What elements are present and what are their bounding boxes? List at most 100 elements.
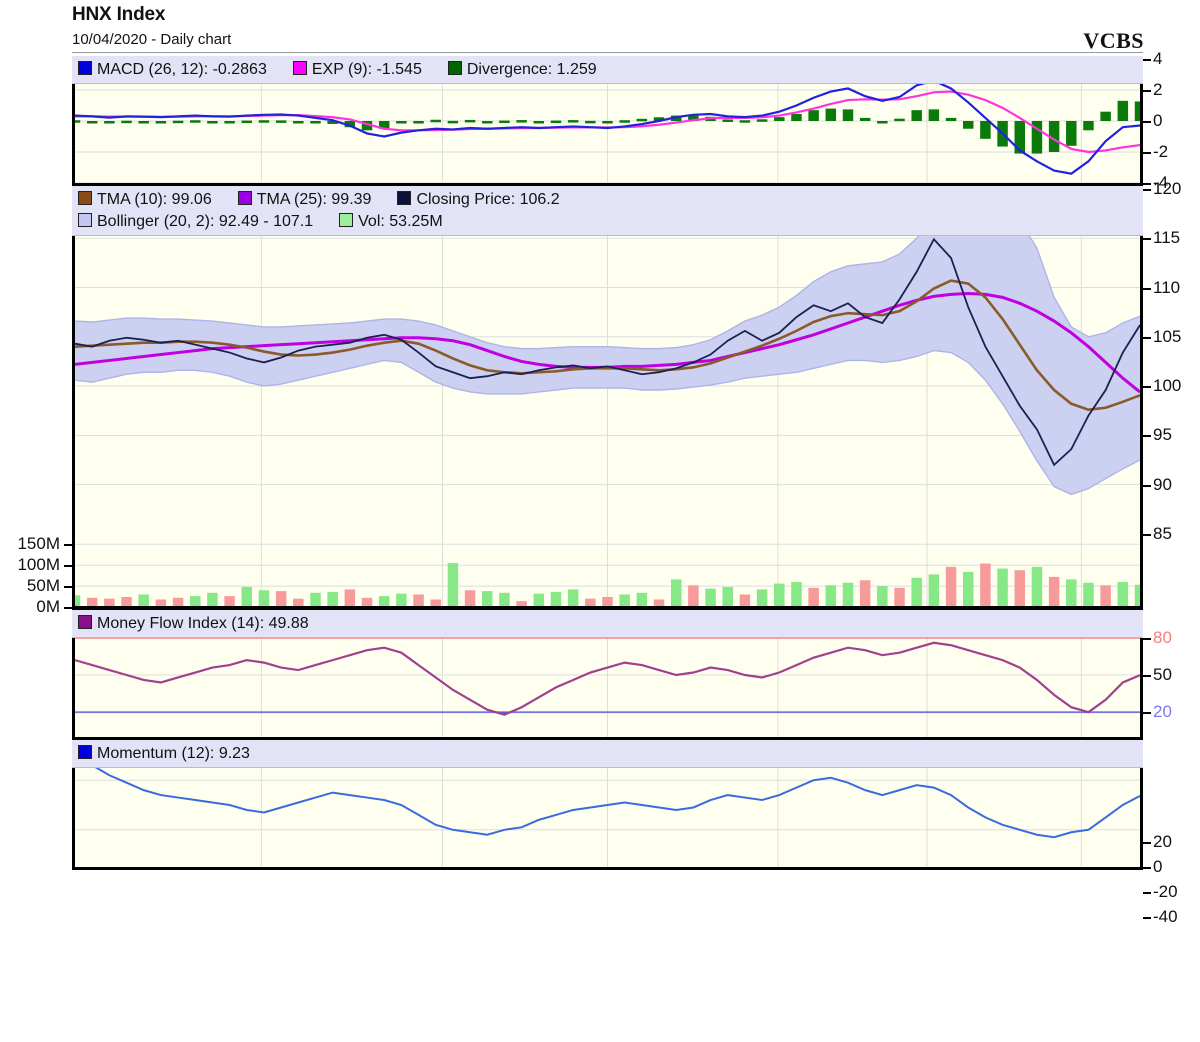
legend-macd[interactable]: MACD (26, 12): -0.2863	[78, 59, 267, 81]
axis-tick-label: 95	[1153, 425, 1172, 445]
axis-tick-label: 50	[1153, 665, 1172, 684]
axis-tick-mark	[1143, 842, 1151, 845]
axis-tick-mark	[1143, 121, 1151, 123]
price-plot-area[interactable]	[72, 186, 1143, 610]
axis-tick-mark	[1143, 238, 1151, 241]
axis-tick-mark	[1143, 637, 1151, 640]
legend-momentum[interactable]: Momentum (12): 9.23	[78, 743, 250, 765]
axis-tick-mark	[1143, 336, 1151, 339]
legend-swatch-icon	[339, 213, 354, 227]
axis-tick-mark	[1143, 712, 1151, 715]
legend-exp[interactable]: EXP (9): -1.545	[292, 59, 422, 81]
axis-tick-label: 90	[1153, 474, 1172, 494]
legend-tma-10[interactable]: TMA (10): 99.06	[78, 189, 212, 211]
legend-swatch-icon	[447, 61, 462, 75]
legend-bollinger[interactable]: Bollinger (20, 2): 92.49 - 107.1	[78, 211, 313, 233]
mfi-legend: Money Flow Index (14): 49.88	[72, 610, 1143, 638]
axis-tick-label: 4	[1153, 49, 1163, 68]
legend-swatch-icon	[237, 191, 252, 205]
axis-tick-mark	[1143, 891, 1151, 894]
axis-tick-label: 0	[1153, 111, 1163, 130]
axis-tick-mark	[1143, 484, 1151, 487]
legend-label: Vol: 53.25M	[358, 213, 443, 230]
legend-label: Closing Price: 106.2	[416, 191, 560, 208]
price-svg	[72, 189, 1143, 608]
axis-tick-mark	[1143, 916, 1151, 919]
legend-swatch-icon	[78, 615, 92, 629]
legend-row: MACD (26, 12): -0.2863 EXP (9): -1.545 Div…	[78, 59, 1143, 81]
axis-tick-mark	[1143, 867, 1151, 869]
legend-swatch-icon	[78, 191, 92, 205]
axis-tick-mark	[1143, 287, 1151, 290]
volume-axis-tick-label: 150M	[17, 534, 60, 554]
macd-legend: MACD (26, 12): -0.2863 EXP (9): -1.545 Div…	[72, 56, 1143, 84]
axis-tick-label: 100	[1153, 376, 1182, 396]
axis-tick-mark	[1143, 183, 1151, 185]
volume-axis-tick-mark	[64, 586, 72, 589]
legend-label: EXP (9): -1.545	[311, 61, 422, 78]
axis-tick-label: 80	[1153, 627, 1172, 647]
legend-label: Money Flow Index (14): 49.88	[97, 615, 309, 632]
legend-divergence[interactable]: Divergence: 1.259	[447, 59, 597, 81]
axis-tick-label: -2	[1153, 142, 1169, 161]
legend-label: MACD (26, 12): -0.2863	[97, 61, 267, 78]
chart-header: HNX Index 10/04/2020 - Daily chart VCBS	[0, 0, 1200, 56]
axis-tick-mark	[1143, 386, 1151, 389]
axis-tick-label: 120	[1153, 179, 1182, 198]
axis-tick-label: 105	[1153, 326, 1182, 346]
axis-tick-mark	[1143, 189, 1151, 191]
axis-tick-label: 85	[1153, 523, 1172, 543]
price-legend: TMA (10): 99.06 TMA (25): 99.39 Closing Pr…	[72, 186, 1143, 236]
legend-label: TMA (10): 99.06	[97, 191, 212, 208]
macd-panel: MACD (26, 12): -0.2863 EXP (9): -1.545 Div…	[72, 56, 1143, 186]
brand-logo: VCBS	[1083, 28, 1144, 53]
axis-tick-label: 20	[1153, 702, 1172, 722]
legend-row: Money Flow Index (14): 49.88	[78, 613, 1143, 635]
legend-swatch-icon	[292, 61, 307, 75]
volume-axis-tick-mark	[64, 565, 72, 568]
axis-tick-label: 20	[1153, 832, 1172, 852]
axis-tick-label: 115	[1153, 228, 1181, 248]
legend-label: Bollinger (20, 2): 92.49 - 107.1	[97, 213, 314, 230]
legend-swatch-icon	[78, 745, 92, 759]
momentum-svg	[74, 743, 1141, 867]
page-title: HNX Index	[72, 4, 166, 25]
axis-tick-mark	[1143, 59, 1151, 61]
legend-label: Momentum (12): 9.23	[97, 745, 250, 762]
legend-closing-price[interactable]: Closing Price: 106.2	[397, 189, 560, 211]
axis-tick-mark	[1143, 152, 1151, 154]
axis-tick-mark	[1143, 675, 1151, 677]
legend-swatch-icon	[78, 61, 92, 75]
axis-tick-label: 0	[1153, 857, 1163, 876]
axis-tick-label: 2	[1153, 80, 1163, 99]
axis-tick-label: -4	[1153, 173, 1169, 192]
legend-swatch-icon	[397, 191, 412, 205]
axis-tick-label: -20	[1153, 881, 1178, 901]
legend-row: TMA (10): 99.06 TMA (25): 99.39 Closing Pr…	[78, 189, 1143, 211]
mfi-panel: Money Flow Index (14): 49.88	[72, 610, 1143, 740]
axis-tick-mark	[1143, 533, 1151, 536]
volume-axis-tick-label: 100M	[17, 555, 60, 575]
volume-axis-tick-mark	[64, 544, 72, 547]
legend-label: TMA (25): 99.39	[256, 191, 372, 208]
chart-subtitle: 10/04/2020 - Daily chart	[72, 31, 232, 48]
volume-axis-tick-mark	[64, 607, 72, 609]
axis-tick-label: -40	[1153, 906, 1178, 926]
volume-axis-tick-label: 0M	[36, 597, 60, 616]
axis-tick-mark	[1143, 90, 1151, 92]
legend-row: Bollinger (20, 2): 92.49 - 107.1 Vol: 53.…	[78, 211, 1143, 233]
header-divider	[72, 52, 1143, 53]
momentum-panel: Momentum (12): 9.23	[72, 740, 1143, 870]
legend-swatch-icon	[78, 213, 92, 227]
legend-row: Momentum (12): 9.23	[78, 743, 1143, 765]
legend-label: Divergence: 1.259	[466, 61, 597, 78]
price-panel: TMA (10): 99.06 TMA (25): 99.39 Closing Pr…	[72, 186, 1143, 610]
axis-tick-mark	[1143, 435, 1151, 438]
legend-mfi[interactable]: Money Flow Index (14): 49.88	[78, 613, 309, 635]
legend-volume[interactable]: Vol: 53.25M	[339, 211, 443, 233]
momentum-legend: Momentum (12): 9.23	[72, 740, 1143, 768]
legend-tma-25[interactable]: TMA (25): 99.39	[237, 189, 372, 211]
volume-axis-tick-label: 50M	[26, 576, 60, 596]
axis-tick-label: 110	[1153, 277, 1181, 297]
